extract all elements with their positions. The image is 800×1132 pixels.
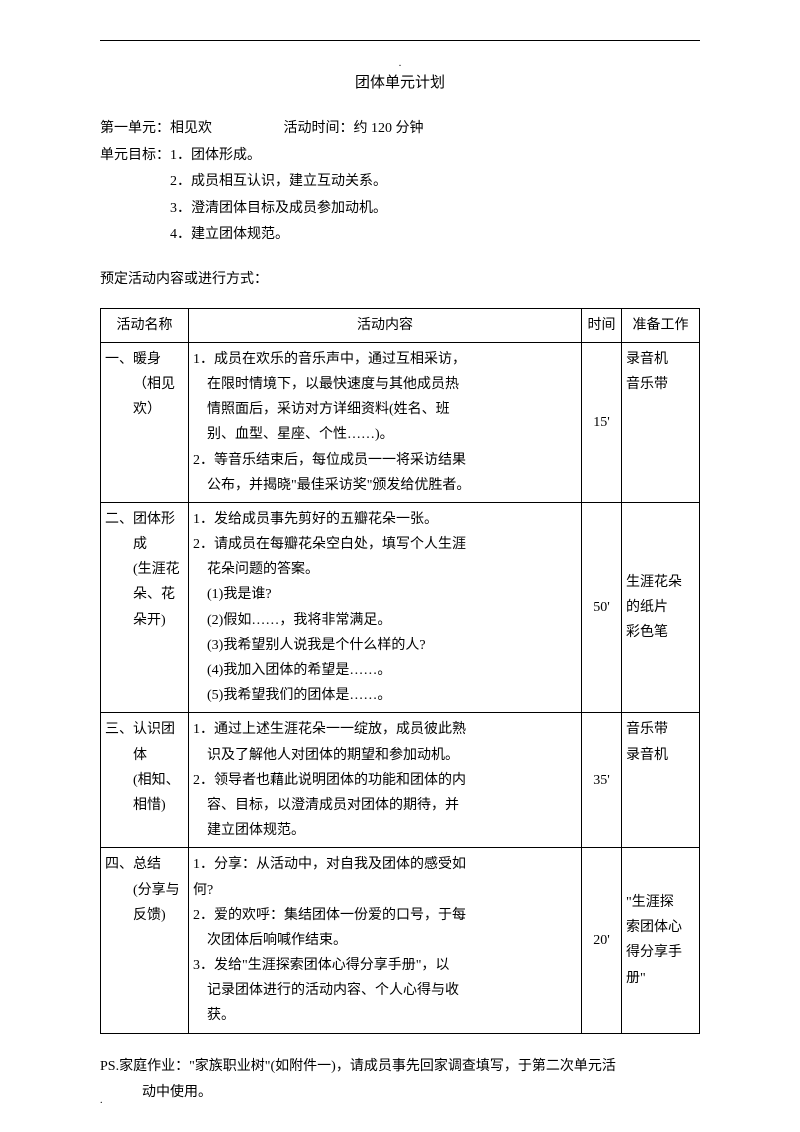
unit-label: 第一单元：相见欢 — [100, 116, 280, 143]
page-title: 团体单元计划 — [100, 71, 700, 92]
activity-name-line: 相惜) — [105, 793, 184, 818]
prep-line: "生涯探 — [626, 890, 695, 915]
activity-name-line: 三、认识团 — [105, 717, 184, 742]
content-line: 3．发给"生涯探索团体心得分享手册"，以 — [193, 953, 577, 978]
content-line: 容、目标，以澄清成员对团体的期待，并 — [193, 793, 577, 818]
prep-line: 彩色笔 — [626, 620, 695, 645]
activity-time: 活动时间：约 120 分钟 — [284, 116, 424, 143]
activity-name-cell: 二、团体形成(生涯花朵、花朵开) — [101, 502, 189, 713]
goal-4: 4．建立团体规范。 — [100, 222, 700, 249]
prep-line: 生涯花朵 — [626, 570, 695, 595]
content-line: (4)我加入团体的希望是……。 — [193, 658, 577, 683]
activity-time-cell: 35' — [582, 713, 622, 848]
prep-cell: "生涯探索团体心得分享手册" — [622, 848, 700, 1033]
table-header-row: 活动名称 活动内容 时间 准备工作 — [101, 308, 700, 342]
activity-name-line: 体 — [105, 743, 184, 768]
activity-name-line: 欢） — [105, 397, 184, 422]
activity-time-cell: 15' — [582, 342, 622, 502]
activity-name-line: (生涯花 — [105, 557, 184, 582]
activity-name-line: 反馈) — [105, 903, 184, 928]
content-line: 别、血型、星座、个性……)。 — [193, 422, 577, 447]
header-prep: 准备工作 — [622, 308, 700, 342]
content-line: 1．通过上述生涯花朵一一绽放，成员彼此熟 — [193, 717, 577, 742]
prep-cell: 录音机音乐带 — [622, 342, 700, 502]
table-row: 四、总结(分享与反馈)1．分享：从活动中，对自我及团体的感受如何?2．爱的欢呼：… — [101, 848, 700, 1033]
prep-line: 的纸片 — [626, 595, 695, 620]
content-line: 花朵问题的答案。 — [193, 557, 577, 582]
prep-line: 音乐带 — [626, 717, 695, 742]
activity-name-cell: 一、暖身（相见欢） — [101, 342, 189, 502]
prep-line: 录音机 — [626, 743, 695, 768]
ps-line2: 动中使用。 — [100, 1080, 700, 1107]
content-line: (1)我是谁? — [193, 582, 577, 607]
prep-line: 索团体心 — [626, 915, 695, 940]
content-line: 2．等音乐结束后，每位成员一一将采访结果 — [193, 448, 577, 473]
prep-cell: 生涯花朵的纸片彩色笔 — [622, 502, 700, 713]
content-line: 情照面后，采访对方详细资料(姓名、班 — [193, 397, 577, 422]
activity-name-line: (分享与 — [105, 878, 184, 903]
goal-2: 2．成员相互认识，建立互动关系。 — [100, 169, 700, 196]
content-line: 2．爱的欢呼：集结团体一份爱的口号，于每 — [193, 903, 577, 928]
content-line: 建立团体规范。 — [193, 818, 577, 843]
content-line: 1．分享：从活动中，对自我及团体的感受如 — [193, 852, 577, 877]
activity-name-cell: 四、总结(分享与反馈) — [101, 848, 189, 1033]
table-row: 一、暖身（相见欢）1．成员在欢乐的音乐声中，通过互相采访， 在限时情境下，以最快… — [101, 342, 700, 502]
prep-line: 音乐带 — [626, 372, 695, 397]
activity-name-line: 四、总结 — [105, 852, 184, 877]
content-line: 记录团体进行的活动内容、个人心得与收 — [193, 978, 577, 1003]
top-divider — [100, 40, 700, 41]
activity-name-line: 成 — [105, 532, 184, 557]
activity-content-cell: 1．成员在欢乐的音乐声中，通过互相采访， 在限时情境下，以最快速度与其他成员热 … — [189, 342, 582, 502]
activity-content-cell: 1．发给成员事先剪好的五瓣花朵一张。2．请成员在每瓣花朵空白处，填写个人生涯 花… — [189, 502, 582, 713]
activity-name-line: 一、暖身 — [105, 347, 184, 372]
prep-line: 录音机 — [626, 347, 695, 372]
activity-name-line: 二、团体形 — [105, 507, 184, 532]
content-line: (2)假如……，我将非常满足。 — [193, 608, 577, 633]
content-line: 次团体后响喊作结束。 — [193, 928, 577, 953]
activity-content-cell: 1．分享：从活动中，对自我及团体的感受如何?2．爱的欢呼：集结团体一份爱的口号，… — [189, 848, 582, 1033]
activity-name-line: (相知、 — [105, 768, 184, 793]
bottom-dot: . — [100, 1095, 103, 1106]
ps-line1: PS.家庭作业："家族职业树"(如附件一)，请成员事先回家调查填写，于第二次单元… — [100, 1054, 700, 1081]
prep-line: 册" — [626, 966, 695, 991]
activity-name-line: （相见 — [105, 372, 184, 397]
goal-1: 1．团体形成。 — [170, 148, 261, 163]
header-time: 时间 — [582, 308, 622, 342]
content-line: (5)我希望我们的团体是……。 — [193, 683, 577, 708]
table-row: 三、认识团体(相知、相惜)1．通过上述生涯花朵一一绽放，成员彼此熟 识及了解他人… — [101, 713, 700, 848]
activity-content-cell: 1．通过上述生涯花朵一一绽放，成员彼此熟 识及了解他人对团体的期望和参加动机。2… — [189, 713, 582, 848]
activity-table: 活动名称 活动内容 时间 准备工作 一、暖身（相见欢）1．成员在欢乐的音乐声中，… — [100, 308, 700, 1034]
activity-time-cell: 20' — [582, 848, 622, 1033]
content-line: (3)我希望别人说我是个什么样的人? — [193, 633, 577, 658]
content-line: 2．领导者也藉此说明团体的功能和团体的内 — [193, 768, 577, 793]
content-line: 识及了解他人对团体的期望和参加动机。 — [193, 743, 577, 768]
ps-note: PS.家庭作业："家族职业树"(如附件一)，请成员事先回家调查填写，于第二次单元… — [100, 1054, 700, 1107]
content-line: 何? — [193, 878, 577, 903]
content-line: 2．请成员在每瓣花朵空白处，填写个人生涯 — [193, 532, 577, 557]
header-name: 活动名称 — [101, 308, 189, 342]
activity-time-cell: 50' — [582, 502, 622, 713]
content-line: 在限时情境下，以最快速度与其他成员热 — [193, 372, 577, 397]
goals-label: 单元目标： — [100, 143, 170, 170]
content-line: 公布，并揭晓"最佳采访奖"颁发给优胜者。 — [193, 473, 577, 498]
activity-name-line: 朵、花 — [105, 582, 184, 607]
table-row: 二、团体形成(生涯花朵、花朵开)1．发给成员事先剪好的五瓣花朵一张。2．请成员在… — [101, 502, 700, 713]
header-info: 第一单元：相见欢 活动时间：约 120 分钟 单元目标：1．团体形成。 2．成员… — [100, 116, 700, 249]
content-line: 1．成员在欢乐的音乐声中，通过互相采访， — [193, 347, 577, 372]
content-line: 1．发给成员事先剪好的五瓣花朵一张。 — [193, 507, 577, 532]
activity-name-cell: 三、认识团体(相知、相惜) — [101, 713, 189, 848]
header-content: 活动内容 — [189, 308, 582, 342]
prep-line: 得分享手 — [626, 940, 695, 965]
goal-3: 3．澄清团体目标及成员参加动机。 — [100, 196, 700, 223]
activity-name-line: 朵开) — [105, 608, 184, 633]
content-line: 获。 — [193, 1003, 577, 1028]
prep-cell: 音乐带录音机 — [622, 713, 700, 848]
schedule-label: 预定活动内容或进行方式： — [100, 267, 700, 294]
top-dot: . — [399, 58, 402, 69]
